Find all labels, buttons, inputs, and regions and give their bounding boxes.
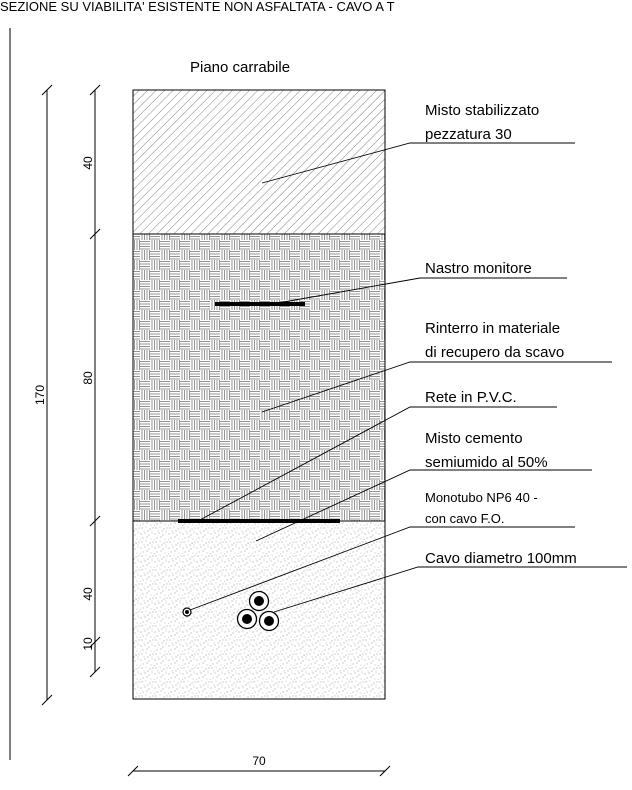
gravel-label-line2: pezzatura 30 — [425, 126, 512, 143]
gravel-layer — [132, 89, 386, 235]
duct-label-line2: con cavo F.O. — [425, 511, 504, 526]
dim-concrete-thickness: 40 — [81, 587, 95, 601]
leader-lines — [189, 142, 627, 613]
total-dimension — [41, 84, 53, 706]
dim-total-depth: 170 — [33, 385, 47, 405]
fill-label-line1: Rinterro in materiale — [425, 320, 560, 337]
dim-width: 70 — [252, 754, 266, 768]
monotube-duct — [182, 607, 192, 617]
drawing-title: SEZIONE SU VIABILITA' ESISTENTE NON ASFA… — [0, 0, 395, 14]
fill-label-line2: di recupero da scavo — [425, 344, 564, 361]
concrete-label-line2: semiumido al 50% — [425, 454, 548, 471]
dim-gravel-thickness: 40 — [81, 156, 95, 170]
width-dimension — [127, 765, 391, 777]
concrete-label-line1: Misto cemento — [425, 430, 523, 447]
tape-label: Nastro monitore — [425, 260, 532, 277]
dim-fill-thickness: 80 — [81, 371, 95, 385]
cable-trefoil — [236, 590, 280, 632]
layer-dimension-chain — [89, 84, 101, 678]
gravel-label-line1: Misto stabilizzato — [425, 102, 539, 119]
road-surface-label: Piano carrabile — [190, 59, 290, 76]
duct-label-line1: Monotubo NP6 40 - — [425, 490, 538, 505]
fill-layer — [132, 233, 386, 522]
dim-bottom-offset: 10 — [81, 637, 95, 651]
mesh-label: Rete in P.V.C. — [425, 389, 517, 406]
cable-label: Cavo diametro 100mm — [425, 550, 577, 567]
